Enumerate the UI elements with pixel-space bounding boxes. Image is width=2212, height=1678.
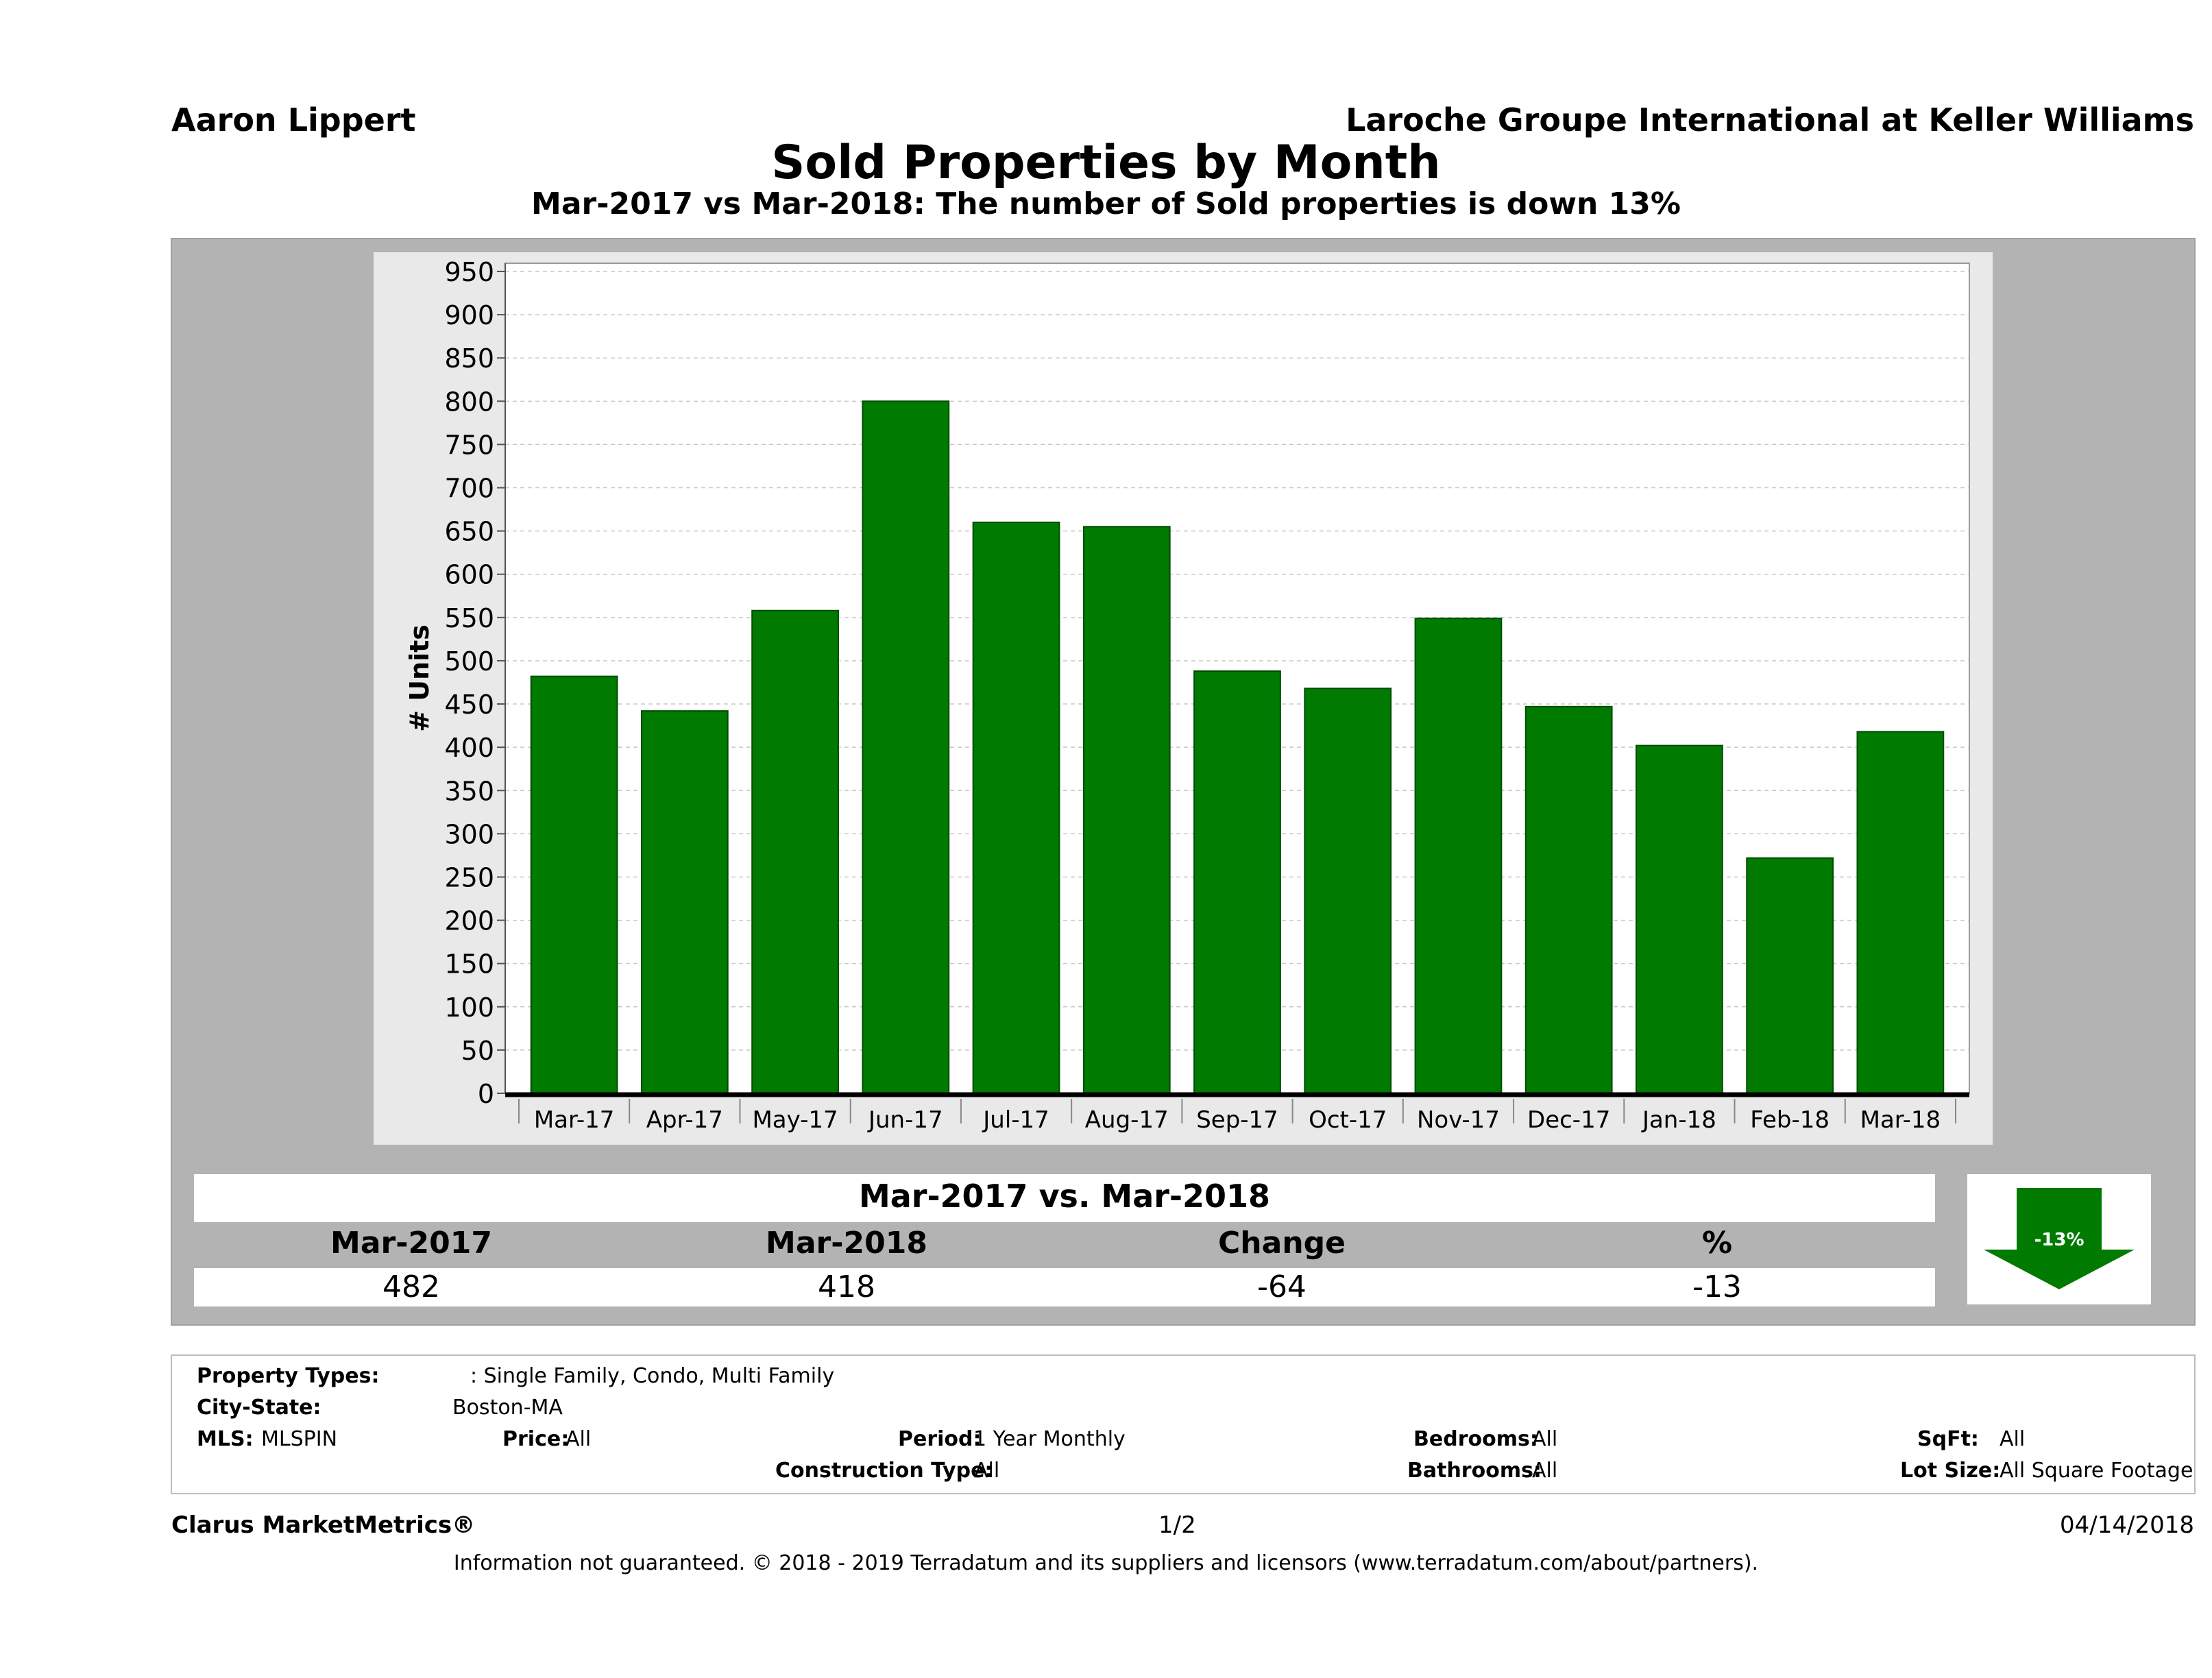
filter-price-value: All — [566, 1427, 592, 1451]
y-tick-label: 200 — [444, 906, 494, 936]
chart-title: Sold Properties by Month — [771, 136, 1441, 190]
bar — [640, 710, 729, 1094]
y-axis-label: # Units — [404, 624, 435, 732]
y-tick-label: 950 — [444, 257, 494, 287]
y-tick-label: 550 — [444, 603, 494, 633]
filter-city-state-value: Boston-MA — [452, 1396, 563, 1420]
bar — [1856, 731, 1945, 1094]
y-tick-label: 50 — [461, 1036, 494, 1066]
filter-bedrooms-label: Bedrooms: — [1413, 1427, 1538, 1451]
y-tick-label: 700 — [444, 474, 494, 504]
x-tick-label: Jan-18 — [1641, 1106, 1716, 1134]
comparison-col-mar2018: Mar-2018 — [766, 1226, 927, 1261]
comparison-col-percent: % — [1701, 1226, 1733, 1261]
y-tick-label: 450 — [444, 690, 494, 720]
filter-city-state-label: City-State: — [197, 1396, 321, 1420]
x-tick-label: Sep-17 — [1196, 1106, 1278, 1134]
filter-construction-label: Construction Type: — [775, 1459, 993, 1483]
filter-lot-size-label: Lot Size: — [1900, 1459, 2001, 1483]
x-tick-label: May-17 — [752, 1106, 838, 1134]
comparison-header-bg — [194, 1174, 1935, 1222]
y-tick-label: 0 — [478, 1079, 494, 1109]
filter-period-label: Period: — [898, 1427, 982, 1451]
bar — [1524, 705, 1613, 1094]
y-tick-label: 900 — [444, 300, 494, 330]
x-tick-label: Apr-17 — [646, 1106, 723, 1134]
comparison-value-mar2017: 482 — [382, 1269, 440, 1304]
x-tick-label: Jun-17 — [867, 1106, 943, 1134]
y-tick-label: 850 — [444, 343, 494, 374]
filter-bedrooms-value: All — [1532, 1427, 1558, 1451]
filter-lot-size-value: All Square Footage — [2000, 1459, 2193, 1483]
filter-price-label: Price: — [502, 1427, 570, 1451]
bar — [1082, 526, 1171, 1094]
filter-construction-value: All — [974, 1459, 1000, 1483]
y-tick-label: 500 — [444, 646, 494, 677]
y-tick-label: 800 — [444, 387, 494, 417]
filter-bathrooms-label: Bathrooms: — [1407, 1459, 1542, 1483]
percent-badge-label: -13% — [2034, 1230, 2084, 1250]
comparison-col-change: Change — [1218, 1226, 1346, 1261]
x-tick-label: Jul-17 — [982, 1106, 1049, 1134]
filter-sqft-label: SqFt: — [1917, 1427, 1979, 1451]
comparison-value-mar2018: 418 — [818, 1269, 875, 1304]
bar-chart: 0 50 100 150 200 250 300 350 400 450 500 550 600 650 7… — [404, 257, 1970, 1134]
filter-bathrooms-value: All — [1532, 1459, 1558, 1483]
bar — [751, 609, 839, 1094]
y-tick-label: 300 — [444, 819, 494, 849]
filter-property-types-value: : Single Family, Condo, Multi Family — [470, 1364, 835, 1388]
filter-period-value: 1 Year Monthly — [973, 1427, 1126, 1451]
filters-box — [171, 1354, 2196, 1494]
y-tick-label: 150 — [444, 949, 494, 980]
y-tick-label: 350 — [444, 776, 494, 806]
y-tick-label: 600 — [444, 560, 494, 590]
comparison-col-mar2017: Mar-2017 — [330, 1226, 492, 1261]
page-number: 1/2 — [1158, 1511, 1196, 1539]
comparison-values-row — [194, 1268, 1935, 1306]
disclaimer: Information not guaranteed. © 2018 - 201… — [453, 1551, 1759, 1575]
comparison-title: Mar-2017 vs. Mar-2018 — [858, 1178, 1271, 1215]
x-tick-label: Mar-17 — [534, 1106, 615, 1134]
bar — [1414, 618, 1503, 1094]
x-tick-label: Nov-17 — [1417, 1106, 1500, 1134]
filter-mls-label: MLS: — [197, 1427, 254, 1451]
bar — [530, 675, 618, 1094]
y-tick-label: 750 — [444, 430, 494, 460]
agent-name: Aaron Lippert — [171, 101, 416, 138]
bar — [1193, 670, 1281, 1094]
x-tick-label: Dec-17 — [1527, 1106, 1610, 1134]
bar — [972, 522, 1060, 1095]
company-name: Laroche Groupe International at Keller W… — [1346, 101, 2194, 138]
x-tick-label: Feb-18 — [1750, 1106, 1830, 1134]
x-tick-label: Mar-18 — [1860, 1106, 1941, 1134]
comparison-value-change: -64 — [1257, 1269, 1306, 1304]
y-tick-label: 400 — [444, 733, 494, 763]
chart-subtitle: Mar-2017 vs Mar-2018: The number of Sold… — [531, 186, 1681, 221]
brand-name: Clarus MarketMetrics® — [171, 1511, 476, 1539]
bar — [862, 400, 950, 1094]
bar — [1746, 857, 1834, 1095]
down-arrow-icon: -13% — [1984, 1188, 2135, 1289]
bar — [1636, 744, 1723, 1094]
x-tick-label: Aug-17 — [1085, 1106, 1169, 1134]
x-tick-label: Oct-17 — [1309, 1106, 1387, 1134]
y-tick-label: 250 — [444, 862, 494, 892]
filter-sqft-value: All — [2000, 1427, 2026, 1451]
y-tick-label: 100 — [444, 993, 494, 1023]
filter-mls-value: MLSPIN — [261, 1427, 338, 1451]
filter-property-types-label: Property Types: — [197, 1364, 380, 1388]
report-date: 04/14/2018 — [2060, 1511, 2194, 1539]
comparison-value-percent: -13 — [1692, 1269, 1742, 1304]
bar — [1304, 688, 1392, 1094]
y-tick-label: 650 — [444, 517, 494, 547]
